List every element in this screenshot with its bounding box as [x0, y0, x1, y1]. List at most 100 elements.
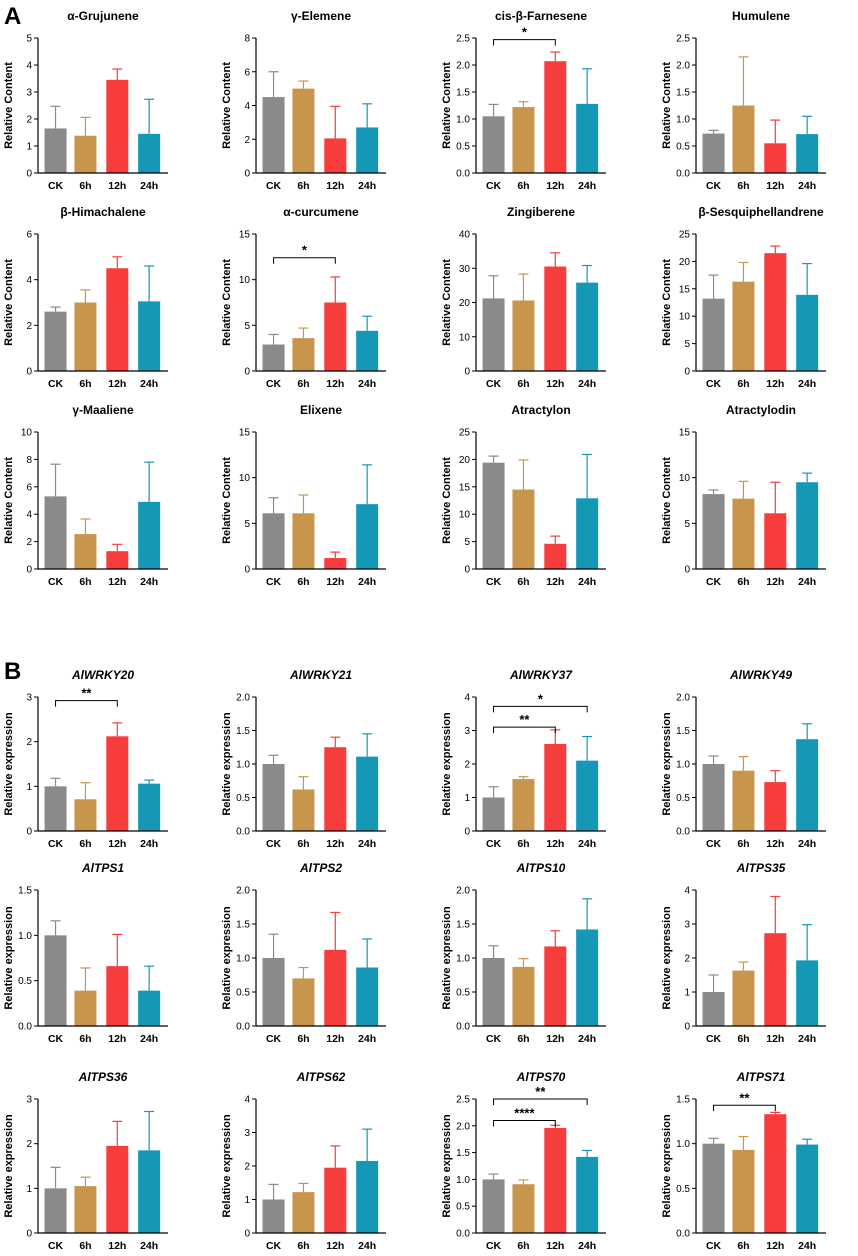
bar-ck [262, 764, 285, 831]
bar-ck [702, 494, 725, 569]
y-tick-label: 1 [244, 1195, 250, 1206]
significance-label: * [302, 243, 308, 258]
y-tick-label: 30 [459, 264, 471, 275]
significance-label: **** [514, 1105, 535, 1120]
y-tick-label: 0.5 [236, 793, 250, 804]
y-axis-label: Relative Content [221, 259, 233, 346]
y-tick-label: 2 [684, 954, 690, 965]
bar-6h [732, 281, 755, 371]
panel-label-a: A [4, 3, 21, 30]
y-axis-label: Relative expression [3, 906, 15, 1010]
x-tick-label: 24h [798, 576, 816, 588]
x-tick-label: 6h [297, 180, 309, 192]
y-tick-label: 5 [26, 34, 32, 45]
significance-bracket [493, 705, 588, 713]
y-tick-label: 3 [26, 693, 32, 704]
bar-24h [576, 760, 599, 831]
bar-6h [732, 970, 755, 1026]
bar-12h [544, 61, 567, 173]
bar-24h [576, 103, 599, 173]
bar-ck [44, 786, 67, 831]
x-tick-label: 6h [79, 180, 91, 192]
bar-24h [356, 504, 379, 569]
y-tick-label: 20 [459, 298, 471, 309]
bar-12h [324, 558, 347, 569]
y-tick-label: 2.0 [676, 693, 690, 704]
x-tick-label: CK [486, 838, 502, 850]
y-tick-label: 0.0 [456, 169, 470, 180]
bar-12h [324, 138, 347, 173]
y-axis-label: Relative expression [441, 1114, 453, 1218]
y-tick-label: 5 [684, 519, 690, 530]
bar-6h [292, 978, 315, 1026]
y-tick-label: 4 [244, 101, 250, 112]
y-tick-label: 1.0 [456, 115, 470, 126]
bar-ck [262, 513, 285, 569]
y-tick-label: 1.5 [456, 920, 470, 931]
bar-12h [764, 513, 787, 569]
bar-24h [138, 501, 161, 569]
x-tick-label: CK [486, 576, 502, 588]
y-tick-label: 0 [684, 367, 690, 378]
y-tick-label: 3 [26, 88, 32, 99]
y-tick-label: 0.0 [676, 169, 690, 180]
x-tick-label: CK [48, 838, 64, 850]
x-tick-label: CK [706, 576, 722, 588]
y-tick-label: 15 [679, 428, 691, 439]
bar-24h [576, 498, 599, 569]
y-axis-label: Relative expression [3, 712, 15, 816]
bar-24h [576, 1156, 599, 1233]
x-tick-label: 6h [517, 1033, 529, 1045]
y-tick-label: 15 [239, 428, 251, 439]
x-tick-label: 12h [108, 180, 126, 192]
x-tick-label: CK [266, 180, 282, 192]
chart-title: AlTPS62 [296, 1070, 346, 1084]
y-tick-label: 1.0 [456, 954, 470, 965]
x-tick-label: 12h [546, 180, 564, 192]
significance-label: * [538, 691, 544, 706]
bar-24h [356, 330, 379, 371]
bar-6h [74, 990, 97, 1026]
chart-title: AlTPS70 [516, 1070, 566, 1084]
x-tick-label: 12h [766, 180, 784, 192]
y-tick-label: 1 [26, 1184, 32, 1195]
chart-title: γ-Elemene [291, 9, 351, 23]
chart-title: AlTPS10 [516, 861, 566, 875]
bar-12h [764, 1114, 787, 1233]
bar-12h [106, 736, 129, 831]
bar-6h [74, 534, 97, 569]
y-tick-label: 1.5 [676, 726, 690, 737]
x-tick-label: CK [266, 576, 282, 588]
y-tick-label: 5 [244, 321, 250, 332]
x-tick-label: 12h [766, 576, 784, 588]
bar-6h [512, 300, 535, 371]
chart-title: AlWRKY20 [71, 668, 134, 682]
chart-title: α-Grujunene [67, 9, 139, 23]
y-tick-label: 10 [239, 473, 251, 484]
chart-title: Atractylodin [726, 403, 796, 417]
x-tick-label: 12h [108, 576, 126, 588]
chart-title: Zingiberene [507, 205, 575, 219]
y-tick-label: 0.5 [456, 988, 470, 999]
y-axis-label: Relative Content [661, 457, 673, 544]
bar-24h [356, 756, 379, 831]
y-tick-label: 1.0 [676, 760, 690, 771]
y-tick-label: 1.5 [456, 1148, 470, 1159]
chart-title: Humulene [732, 9, 790, 23]
bar-ck [262, 958, 285, 1026]
bar-24h [138, 783, 161, 831]
bar-24h [356, 127, 379, 173]
bar-24h [796, 960, 819, 1026]
y-tick-label: 0.0 [676, 1229, 690, 1240]
bar-24h [138, 301, 161, 371]
x-tick-label: 12h [326, 378, 344, 390]
bar-12h [544, 543, 567, 569]
x-tick-label: 12h [546, 576, 564, 588]
y-tick-label: 2.0 [456, 886, 470, 897]
y-axis-label: Relative expression [221, 906, 233, 1010]
y-tick-label: 1 [26, 782, 32, 793]
y-tick-label: 10 [459, 332, 471, 343]
bar-24h [796, 134, 819, 173]
